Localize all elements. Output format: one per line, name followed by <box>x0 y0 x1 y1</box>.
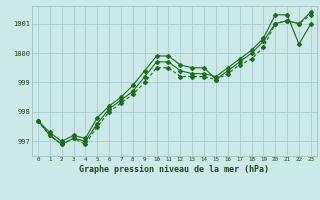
X-axis label: Graphe pression niveau de la mer (hPa): Graphe pression niveau de la mer (hPa) <box>79 165 269 174</box>
